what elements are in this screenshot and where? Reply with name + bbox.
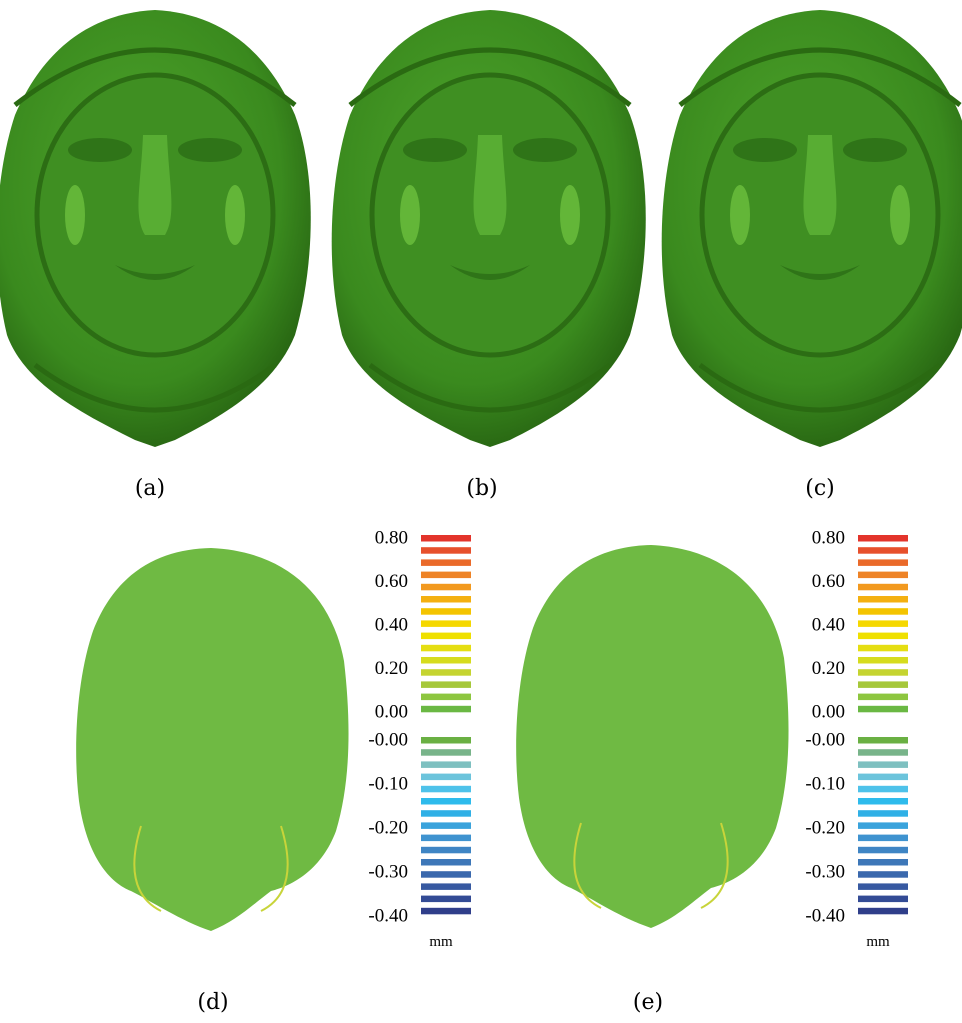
colorbar-swatch xyxy=(421,835,471,842)
colorbar-label: 0.40 xyxy=(812,614,845,635)
colorbar-label: -0.00 xyxy=(368,729,408,750)
colorbar-swatch xyxy=(858,798,908,805)
colorbar-swatch xyxy=(421,706,471,713)
caption: (b) xyxy=(466,476,497,501)
colorbar-swatch xyxy=(858,749,908,756)
error-map xyxy=(76,548,348,931)
colorbar-swatch xyxy=(858,908,908,915)
error-map xyxy=(516,545,788,928)
colorbar-swatch xyxy=(421,572,471,579)
colorbar-swatch xyxy=(421,559,471,566)
colorbar-unit: mm xyxy=(866,934,890,950)
colorbar-swatch xyxy=(858,737,908,744)
colorbar-swatch xyxy=(858,681,908,688)
colorbar-swatch xyxy=(421,737,471,744)
colorbar-label: 0.80 xyxy=(812,527,845,548)
colorbar-label: -0.40 xyxy=(805,905,845,926)
colorbar-label: 0.60 xyxy=(375,571,408,592)
face-render xyxy=(332,10,646,447)
colorbar-label: 0.40 xyxy=(375,614,408,635)
colorbar-swatch xyxy=(858,559,908,566)
colorbar-swatch xyxy=(858,547,908,554)
figure: (a) (b) (c) (d) (e) 0.80 0.60 0.40 0.20 0.00… xyxy=(0,0,962,1023)
colorbar-swatch xyxy=(421,657,471,664)
colorbar-unit: mm xyxy=(429,934,453,950)
colorbar-swatch xyxy=(421,547,471,554)
colorbar-swatch xyxy=(858,883,908,890)
colorbar-swatch xyxy=(421,859,471,866)
colorbar-swatch xyxy=(858,633,908,640)
colorbar-swatch xyxy=(421,694,471,701)
colorbar-swatch xyxy=(421,584,471,591)
colorbar-swatch xyxy=(858,761,908,768)
colorbar-swatch xyxy=(421,596,471,603)
colorbar-swatch xyxy=(858,896,908,903)
colorbar-label: -0.30 xyxy=(805,861,845,882)
face-render xyxy=(0,10,311,447)
colorbar-swatch xyxy=(858,694,908,701)
colorbar-swatch xyxy=(858,706,908,713)
colorbar-swatch xyxy=(421,645,471,652)
colorbar-swatch xyxy=(421,681,471,688)
colorbar-swatch xyxy=(858,774,908,781)
colorbar-swatch xyxy=(858,835,908,842)
colorbar-swatch xyxy=(858,822,908,829)
caption: (a) xyxy=(135,476,165,501)
colorbar-label: -0.00 xyxy=(805,729,845,750)
colorbar-swatch xyxy=(858,810,908,817)
colorbar-swatch xyxy=(858,620,908,627)
colorbar-swatch xyxy=(421,798,471,805)
colorbar-swatch xyxy=(421,633,471,640)
colorbar-swatch xyxy=(858,871,908,878)
colorbar-swatch xyxy=(421,871,471,878)
colorbar-swatch xyxy=(421,908,471,915)
colorbar-swatch xyxy=(858,584,908,591)
colorbar-swatch xyxy=(421,847,471,854)
colorbar-swatch xyxy=(858,608,908,615)
colorbar-label: 0.20 xyxy=(812,658,845,679)
colorbar-label: -0.40 xyxy=(368,905,408,926)
colorbar-label: -0.20 xyxy=(805,817,845,838)
colorbar-swatch xyxy=(858,859,908,866)
colorbar-swatch xyxy=(421,749,471,756)
colorbar-label: 0.80 xyxy=(375,527,408,548)
colorbar-label: -0.20 xyxy=(368,817,408,838)
colorbar-label: -0.10 xyxy=(368,773,408,794)
colorbar-swatch xyxy=(858,657,908,664)
colorbar-swatch xyxy=(858,645,908,652)
caption: (e) xyxy=(633,990,663,1015)
caption: (d) xyxy=(197,990,228,1015)
colorbar-label: 0.00 xyxy=(375,701,408,722)
colorbar-swatch xyxy=(421,535,471,542)
colorbar-swatch xyxy=(858,669,908,676)
colorbar-label: 0.20 xyxy=(375,658,408,679)
caption: (c) xyxy=(805,476,835,501)
colorbar-swatch xyxy=(421,774,471,781)
colorbar-swatch xyxy=(421,786,471,793)
colorbar-swatch xyxy=(421,883,471,890)
colorbar-label: -0.30 xyxy=(368,861,408,882)
colorbar-label: 0.00 xyxy=(812,701,845,722)
face-render xyxy=(662,10,962,447)
colorbar-swatch xyxy=(421,761,471,768)
colorbar-swatch xyxy=(421,608,471,615)
colorbar-swatch xyxy=(421,822,471,829)
colorbar-swatch xyxy=(858,786,908,793)
colorbar-swatch xyxy=(858,535,908,542)
colorbar-swatch xyxy=(858,596,908,603)
colorbar-swatch xyxy=(858,572,908,579)
colorbar-swatch xyxy=(421,810,471,817)
colorbar-swatch xyxy=(421,669,471,676)
colorbar-swatch xyxy=(421,896,471,903)
colorbar-swatch xyxy=(858,847,908,854)
colorbar-label: -0.10 xyxy=(805,773,845,794)
colorbar-swatch xyxy=(421,620,471,627)
colorbar-label: 0.60 xyxy=(812,571,845,592)
